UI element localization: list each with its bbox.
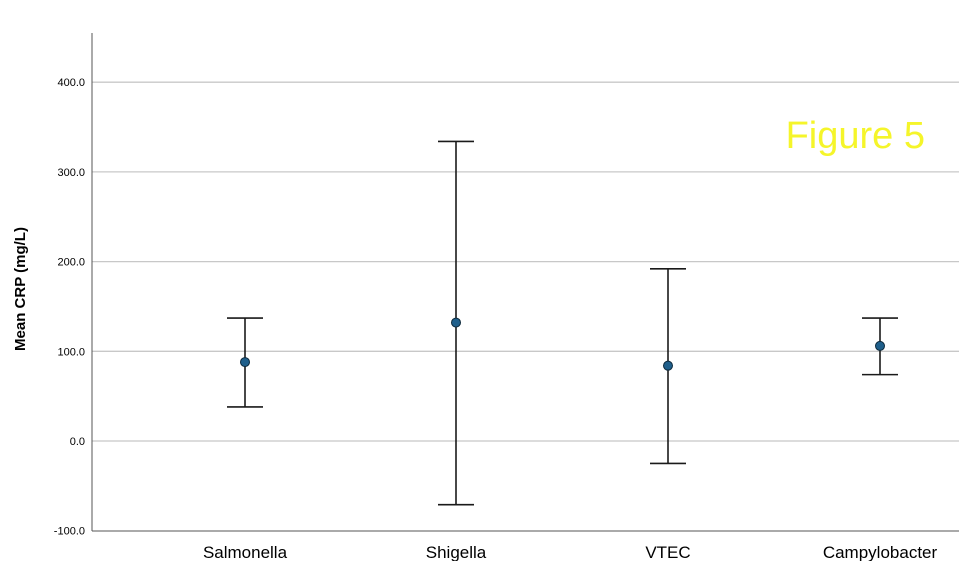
mean-point: [875, 340, 885, 351]
y-tick-label: -100.0: [54, 526, 85, 538]
mean-point: [663, 360, 673, 371]
x-category-label: VTEC: [645, 543, 690, 561]
y-tick-label: 400.0: [57, 77, 85, 89]
x-category-label: Salmonella: [203, 543, 288, 561]
mean-point: [240, 357, 250, 368]
x-category-label: Campylobacter: [823, 543, 938, 561]
grid-lines: [92, 81, 959, 442]
figure-annotation: Figure 5: [786, 115, 925, 157]
y-tick-label: 0.0: [70, 436, 85, 448]
error-bars: [227, 140, 898, 506]
axes: [91, 33, 959, 532]
y-tick-label: 100.0: [57, 346, 85, 358]
y-tick-label: 300.0: [57, 167, 85, 179]
mean-point: [451, 317, 461, 328]
x-category-label: Shigella: [426, 543, 487, 561]
y-tick-label: 200.0: [57, 257, 85, 269]
x-category-labels: Salmonella Shigella VTEC Campylobacter: [203, 543, 938, 561]
y-tick-labels: -100.0 0.0 100.0 200.0 300.0 400.0: [54, 77, 85, 538]
y-axis-title: Mean CRP (mg/L): [12, 227, 29, 351]
mean-points: [240, 317, 885, 371]
